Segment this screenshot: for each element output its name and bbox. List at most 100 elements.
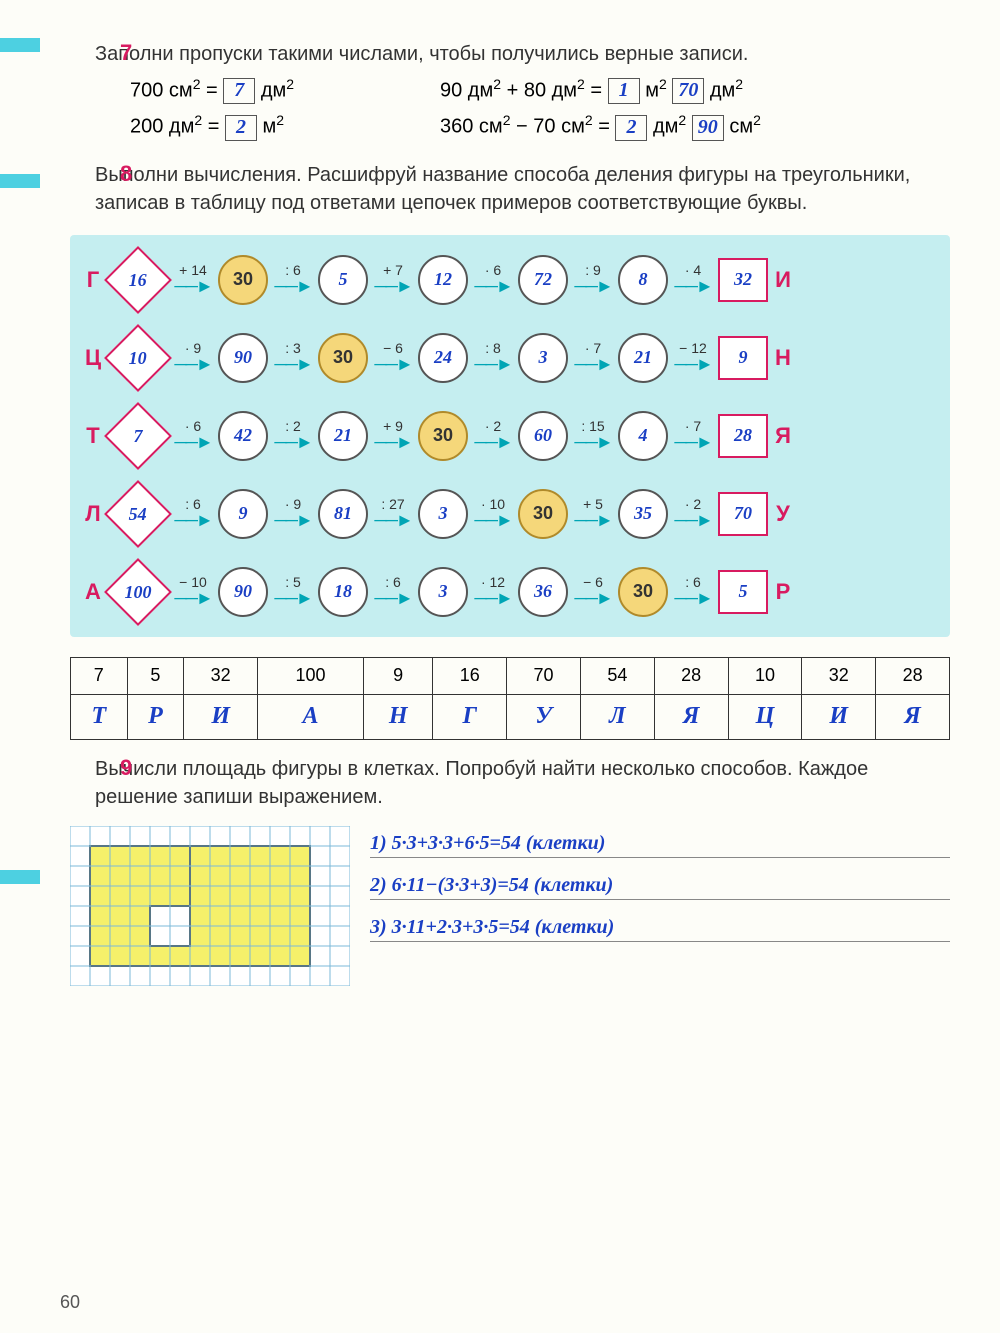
value-circle: 5 [318, 255, 368, 305]
value-circle: 4 [618, 411, 668, 461]
cipher-letter-cell: Ц [728, 694, 802, 739]
operation-arrow: : 6──► [272, 262, 314, 297]
answer-box: 90 [692, 115, 724, 141]
task-number: 9 [120, 755, 132, 781]
task-number: 8 [120, 161, 132, 187]
row-letter-left: Ц [82, 345, 104, 371]
operation-arrow: : 9──► [572, 262, 614, 297]
value-circle-gold: 30 [618, 567, 668, 617]
cipher-letter-cell: Г [433, 694, 507, 739]
cipher-letter-cell: И [802, 694, 876, 739]
operation-arrow: · 9──► [272, 496, 314, 531]
row-letter-right: И [772, 267, 794, 293]
page-number: 60 [60, 1292, 80, 1313]
value-circle: 8 [618, 255, 668, 305]
row-letter-left: Т [82, 423, 104, 449]
value-circle-gold: 30 [418, 411, 468, 461]
operation-arrow: − 6──► [372, 340, 414, 375]
chain-row: Т7· 6──►42: 2──►21+ 9──►30· 2──►60: 15──… [82, 411, 938, 461]
result-box: 28 [718, 414, 768, 458]
value-circle: 21 [318, 411, 368, 461]
value-circle: 3 [418, 489, 468, 539]
start-diamond: 16 [104, 246, 172, 314]
operation-arrow: · 2──► [672, 496, 714, 531]
value-circle: 3 [418, 567, 468, 617]
value-circle-gold: 30 [218, 255, 268, 305]
cipher-letter-cell: И [184, 694, 258, 739]
value-circle-gold: 30 [318, 333, 368, 383]
start-diamond: 10 [104, 324, 172, 392]
operation-arrow: : 8──► [472, 340, 514, 375]
solution-line: 2) 6·11−(3·3+3)=54 (клетки) [370, 868, 950, 900]
cipher-number-cell: 70 [507, 657, 581, 694]
operation-arrow: + 7──► [372, 262, 414, 297]
solution-line: 1) 5·3+3·3+6·5=54 (клетки) [370, 826, 950, 858]
cipher-letters-row: ТРИАНГУЛЯЦИЯ [71, 694, 950, 739]
operation-arrow: : 2──► [272, 418, 314, 453]
operation-arrow: · 10──► [472, 496, 514, 531]
value-circle: 3 [518, 333, 568, 383]
side-tab [0, 870, 40, 884]
task9-body: 1) 5·3+3·3+6·5=54 (клетки) 2) 6·11−(3·3+… [70, 826, 950, 986]
value-circle: 90 [218, 333, 268, 383]
operation-arrow: + 14──► [172, 262, 214, 297]
operation-arrow: · 6──► [472, 262, 514, 297]
equation-row: 700 см2 = 7 дм2 90 дм2 + 80 дм2 = 1 м2 7… [130, 76, 950, 104]
answer-box: 1 [608, 78, 640, 104]
cipher-table: 7532100916705428103228 ТРИАНГУЛЯЦИЯ [70, 657, 950, 740]
value-circle: 81 [318, 489, 368, 539]
value-circle: 21 [618, 333, 668, 383]
value-circle: 90 [218, 567, 268, 617]
value-circle: 24 [418, 333, 468, 383]
cipher-letter-cell: Я [654, 694, 728, 739]
operation-arrow: · 9──► [172, 340, 214, 375]
task-text: Заполни пропуски такими числами, чтобы п… [95, 40, 950, 68]
value-circle: 9 [218, 489, 268, 539]
result-box: 9 [718, 336, 768, 380]
operation-arrow: + 9──► [372, 418, 414, 453]
solution-line: 3) 3·11+2·3+3·5=54 (клетки) [370, 910, 950, 942]
operation-arrow: + 5──► [572, 496, 614, 531]
operation-arrow: : 27──► [372, 496, 414, 531]
operation-arrow: : 6──► [372, 574, 414, 609]
start-diamond: 100 [104, 558, 172, 626]
operation-arrow: − 10──► [172, 574, 214, 609]
task-8: 8 Выполни вычисления. Расшифруй название… [70, 161, 950, 740]
operation-arrow: · 6──► [172, 418, 214, 453]
answer-box: 2 [225, 115, 257, 141]
operation-arrow: : 5──► [272, 574, 314, 609]
operation-arrow: · 7──► [572, 340, 614, 375]
operation-arrow: − 12──► [672, 340, 714, 375]
row-letter-right: У [772, 501, 794, 527]
row-letter-right: Я [772, 423, 794, 449]
cipher-number-cell: 28 [876, 657, 950, 694]
task-7: 7 Заполни пропуски такими числами, чтобы… [70, 40, 950, 141]
cipher-number-cell: 100 [258, 657, 364, 694]
value-circle: 18 [318, 567, 368, 617]
operation-arrow: · 2──► [472, 418, 514, 453]
answer-box: 7 [223, 78, 255, 104]
value-circle: 35 [618, 489, 668, 539]
chain-row: А100− 10──►90: 5──►18: 6──►3· 12──►36− 6… [82, 567, 938, 617]
side-tab [0, 174, 40, 188]
task-9: 9 Вычисли площадь фигуры в клетках. Попр… [70, 755, 950, 986]
operation-arrow: : 15──► [572, 418, 614, 453]
operation-arrow: : 6──► [672, 574, 714, 609]
start-diamond: 54 [104, 480, 172, 548]
equation: 360 см2 − 70 см2 = 2 дм2 90 см2 [440, 112, 950, 140]
row-letter-right: Р [772, 579, 794, 605]
cipher-letter-cell: У [507, 694, 581, 739]
cipher-letter-cell: Н [363, 694, 432, 739]
cipher-number-cell: 28 [654, 657, 728, 694]
value-circle: 42 [218, 411, 268, 461]
cipher-number-cell: 7 [71, 657, 128, 694]
equation: 200 дм2 = 2 м2 [130, 112, 440, 140]
operation-arrow: : 6──► [172, 496, 214, 531]
row-letter-left: Л [82, 501, 104, 527]
value-circle: 36 [518, 567, 568, 617]
operation-arrow: : 3──► [272, 340, 314, 375]
equation: 700 см2 = 7 дм2 [130, 76, 440, 104]
cipher-number-cell: 32 [184, 657, 258, 694]
row-letter-left: А [82, 579, 104, 605]
chain-row: Ц10· 9──►90: 3──►30− 6──►24: 8──►3· 7──►… [82, 333, 938, 383]
